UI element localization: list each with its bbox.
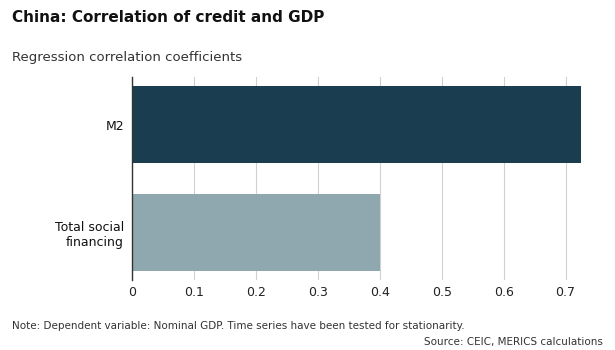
Text: Note: Dependent variable: Nominal GDP. Time series have been tested for stationa: Note: Dependent variable: Nominal GDP. T…	[12, 321, 465, 331]
Bar	[132, 86, 581, 163]
Text: Regression correlation coefficients: Regression correlation coefficients	[12, 51, 242, 64]
Text: China: Correlation of credit and GDP: China: Correlation of credit and GDP	[12, 10, 325, 26]
Bar	[132, 194, 380, 271]
Text: Source: CEIC, MERICS calculations: Source: CEIC, MERICS calculations	[424, 336, 603, 346]
